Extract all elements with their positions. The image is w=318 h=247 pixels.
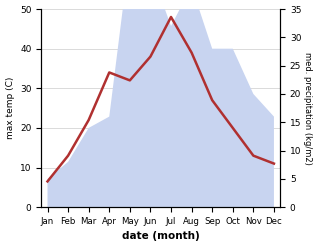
- Y-axis label: med. precipitation (kg/m2): med. precipitation (kg/m2): [303, 52, 313, 165]
- X-axis label: date (month): date (month): [122, 231, 200, 242]
- Y-axis label: max temp (C): max temp (C): [5, 77, 15, 139]
